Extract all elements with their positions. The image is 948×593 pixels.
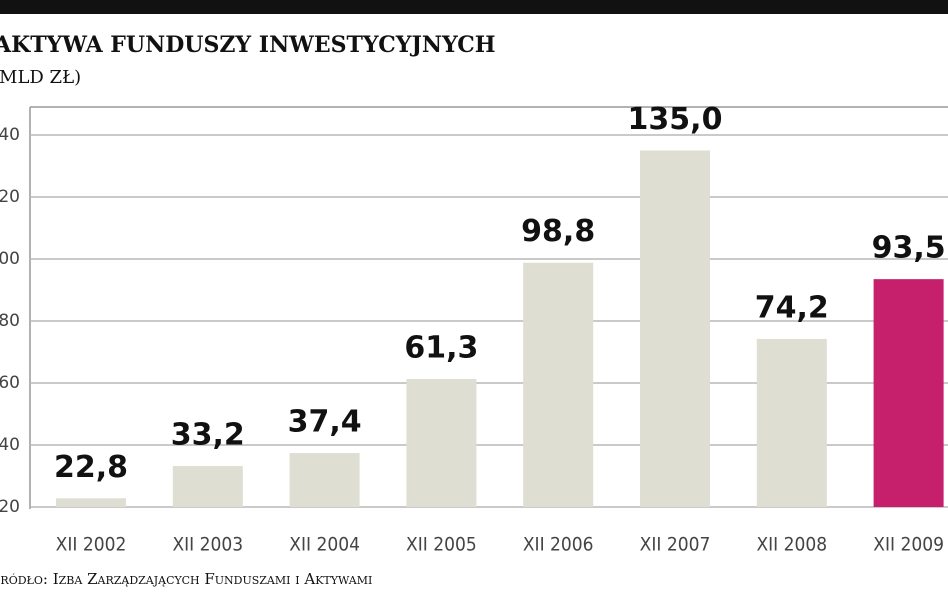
value-label: 93,5 (872, 231, 946, 266)
y-tick-label: 40 (0, 435, 20, 455)
source-note: Źródło: Izba Zarządzających Funduszami i… (0, 570, 372, 588)
bar (172, 466, 243, 507)
x-tick-label: XII 2006 (523, 534, 594, 556)
chart-subtitle: (MLD ZŁ) (0, 67, 81, 88)
x-tick-label: XII 2007 (640, 534, 711, 556)
top-bar (0, 0, 948, 14)
value-label: 37,4 (288, 405, 362, 440)
value-label: 22,8 (54, 450, 128, 485)
chart-title: AKTYWA FUNDUSZY INWESTYCYJNYCH (0, 32, 496, 58)
value-label: 98,8 (521, 214, 595, 249)
bar (56, 498, 126, 507)
bar (289, 453, 360, 507)
y-tick-label: 60 (0, 373, 20, 393)
bar (523, 262, 594, 507)
x-tick-label: XII 2005 (406, 534, 477, 556)
y-tick-label: 80 (0, 311, 20, 331)
x-tick-label: XII 2009 (873, 534, 944, 556)
bar (756, 338, 827, 507)
x-tick-label: XII 2002 (56, 534, 127, 556)
bar (406, 378, 477, 507)
x-tick-label: XII 2003 (172, 534, 243, 556)
value-label: 61,3 (404, 330, 478, 365)
y-tick-label: 120 (0, 187, 20, 207)
y-tick-label: 100 (0, 249, 20, 269)
bar (640, 150, 710, 507)
value-label: 135,0 (628, 102, 723, 137)
value-label: 33,2 (171, 418, 245, 453)
y-tick-label: 20 (0, 497, 20, 517)
bar (873, 279, 944, 507)
y-tick-label: 140 (0, 125, 20, 145)
x-tick-label: XII 2008 (756, 534, 827, 556)
x-tick-label: XII 2004 (289, 534, 360, 556)
value-label: 74,2 (755, 290, 829, 325)
